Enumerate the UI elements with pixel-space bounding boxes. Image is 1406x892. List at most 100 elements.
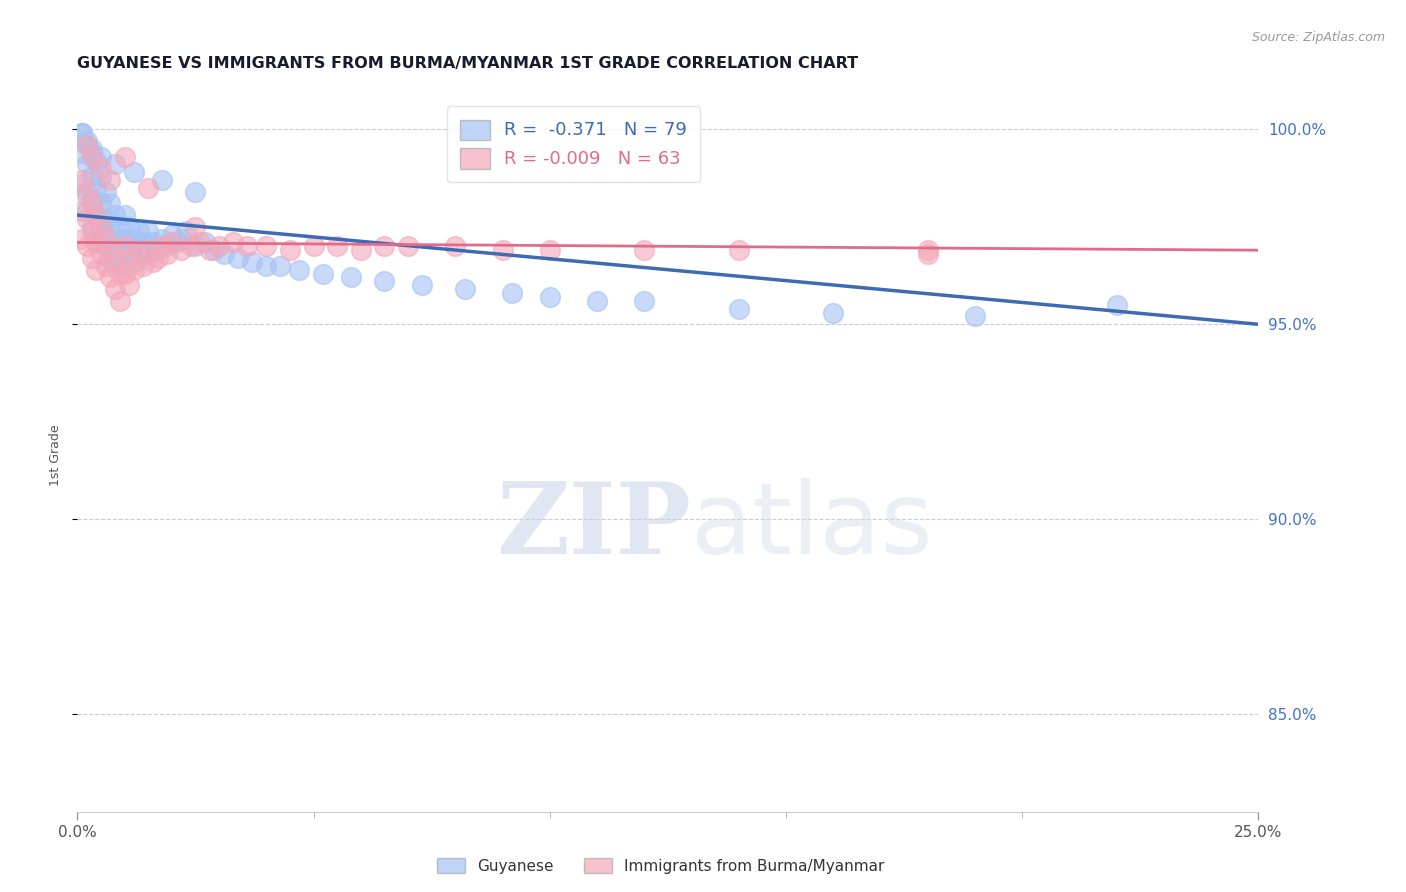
Point: [76, 185, 98, 199]
Point: [156, 247, 179, 261]
Point: [108, 267, 131, 281]
Point: [118, 219, 141, 234]
Point: [90, 247, 112, 261]
Point: [70, 204, 93, 219]
Point: [118, 278, 141, 293]
Point: [80, 150, 103, 164]
Point: [142, 235, 165, 250]
Point: [100, 243, 122, 257]
Point: [76, 188, 98, 202]
Point: [184, 239, 207, 253]
Point: [104, 208, 127, 222]
Point: [212, 247, 235, 261]
Point: [80, 193, 103, 207]
Point: [108, 219, 131, 234]
Legend: R =  -0.371   N = 79, R = -0.009   N = 63: R = -0.371 N = 79, R = -0.009 N = 63: [447, 106, 700, 182]
Point: [373, 274, 395, 288]
Point: [586, 293, 609, 308]
Point: [340, 270, 363, 285]
Point: [963, 310, 986, 324]
Point: [454, 282, 477, 296]
Legend: Guyanese, Immigrants from Burma/Myanmar: Guyanese, Immigrants from Burma/Myanmar: [432, 852, 890, 880]
Point: [76, 137, 98, 152]
Point: [104, 255, 127, 269]
Point: [108, 243, 131, 257]
Point: [142, 255, 165, 269]
Point: [122, 165, 145, 179]
Point: [90, 150, 112, 164]
Point: [727, 301, 749, 316]
Point: [160, 227, 183, 242]
Point: [198, 243, 221, 257]
Point: [104, 231, 127, 245]
Point: [288, 262, 311, 277]
Point: [538, 243, 561, 257]
Point: [80, 145, 103, 160]
Point: [823, 305, 845, 319]
Point: [84, 153, 107, 168]
Point: [170, 243, 193, 257]
Point: [76, 157, 98, 171]
Point: [70, 145, 93, 160]
Point: [104, 157, 127, 171]
Point: [108, 293, 131, 308]
Point: [444, 239, 467, 253]
Point: [100, 173, 122, 187]
Point: [350, 243, 373, 257]
Point: [104, 282, 127, 296]
Point: [94, 239, 117, 253]
Point: [70, 126, 93, 140]
Point: [76, 134, 98, 148]
Point: [184, 219, 207, 234]
Text: GUYANESE VS IMMIGRANTS FROM BURMA/MYANMAR 1ST GRADE CORRELATION CHART: GUYANESE VS IMMIGRANTS FROM BURMA/MYANMA…: [77, 56, 859, 71]
Point: [208, 239, 231, 253]
Point: [76, 212, 98, 227]
Point: [80, 142, 103, 156]
Point: [84, 262, 107, 277]
Point: [226, 251, 249, 265]
Point: [80, 224, 103, 238]
Point: [122, 255, 145, 269]
Point: [122, 262, 145, 277]
Point: [114, 267, 136, 281]
Point: [94, 212, 117, 227]
Point: [76, 239, 98, 253]
Point: [917, 247, 939, 261]
Point: [236, 239, 259, 253]
Point: [184, 185, 207, 199]
Point: [312, 267, 335, 281]
Point: [150, 231, 173, 245]
Point: [114, 231, 136, 245]
Point: [170, 231, 193, 245]
Point: [174, 224, 197, 238]
Point: [538, 290, 561, 304]
Point: [302, 239, 325, 253]
Point: [84, 208, 107, 222]
Point: [70, 126, 93, 140]
Y-axis label: 1st Grade: 1st Grade: [49, 424, 62, 486]
Point: [146, 243, 169, 257]
Point: [917, 243, 939, 257]
Point: [118, 243, 141, 257]
Point: [254, 259, 277, 273]
Point: [84, 235, 107, 250]
Point: [240, 255, 263, 269]
Point: [136, 243, 159, 257]
Point: [90, 161, 112, 176]
Point: [150, 239, 173, 253]
Point: [70, 231, 93, 245]
Point: [254, 239, 277, 253]
Point: [633, 243, 655, 257]
Point: [100, 251, 122, 265]
Point: [188, 235, 211, 250]
Point: [136, 181, 159, 195]
Point: [90, 219, 112, 234]
Point: [104, 259, 127, 273]
Point: [202, 243, 225, 257]
Point: [136, 247, 159, 261]
Point: [100, 224, 122, 238]
Point: [166, 235, 188, 250]
Point: [160, 235, 183, 250]
Point: [1105, 298, 1128, 312]
Point: [84, 181, 107, 195]
